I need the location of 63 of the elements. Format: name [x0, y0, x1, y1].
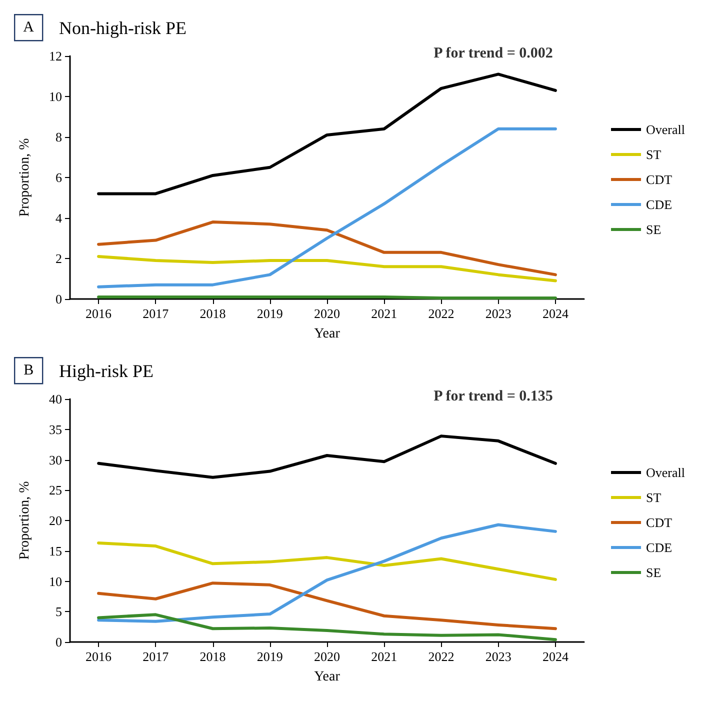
legend-label: ST [646, 147, 662, 162]
x-tick-label: 2018 [200, 306, 226, 321]
y-tick-label: 30 [49, 452, 62, 468]
y-tick-label: 5 [56, 604, 62, 620]
y-tick-label: 20 [49, 513, 62, 528]
legend-label: CDT [646, 172, 672, 187]
line-series [97, 523, 557, 623]
y-axis-title: Proportion, % [18, 138, 32, 217]
y-tick-label: 6 [56, 170, 62, 185]
y-tick-label: 12 [49, 48, 62, 64]
legend-label: SE [646, 222, 662, 237]
y-tick-label: 10 [49, 574, 62, 589]
annotation: P for trend = 0.135 [434, 388, 553, 404]
y-tick-label: 0 [56, 634, 62, 650]
legend-label: ST [646, 490, 662, 505]
y-tick-label: 4 [56, 210, 62, 226]
line-series [97, 434, 557, 479]
line-series [97, 582, 557, 630]
text: B [24, 362, 34, 379]
x-tick-label: 2022 [428, 306, 454, 321]
x-tick-label: 2017 [142, 306, 170, 321]
y-tick-label: 10 [49, 89, 62, 104]
annotation: P for trend = 0.002 [434, 46, 553, 62]
line-series [97, 613, 557, 642]
x-tick-label: 2016 [86, 649, 112, 664]
x-tick-label: 2019 [256, 649, 283, 664]
text: A [23, 20, 34, 36]
y-axis-title: Proportion, % [18, 480, 32, 560]
y-tick-label: 15 [49, 543, 62, 558]
x-tick-label: 2023 [485, 649, 512, 664]
x-tick-label: 2023 [485, 306, 512, 321]
line-series [97, 220, 557, 276]
chart-title: High-risk PE [59, 361, 154, 381]
line-series [97, 72, 557, 196]
line-series [97, 127, 557, 288]
x-tick-label: 2021 [371, 306, 398, 321]
x-axis-title: Year [314, 326, 340, 342]
legend-label: SE [646, 565, 662, 580]
legend-label: CDT [646, 515, 672, 530]
x-axis-title: Year [314, 670, 340, 684]
x-tick-label: 2020 [314, 306, 340, 321]
x-tick-label: 2024 [542, 649, 569, 664]
y-tick-label: 35 [49, 422, 62, 437]
y-tick-label: 2 [56, 251, 62, 266]
x-tick-label: 2024 [542, 306, 569, 321]
legend-label: Overall [646, 465, 686, 480]
line-series [97, 541, 557, 581]
y-tick-label: 40 [49, 392, 62, 406]
y-tick-label: 0 [56, 292, 62, 306]
legend-label: Overall [646, 122, 686, 137]
x-tick-label: 2017 [142, 649, 170, 664]
legend-label: CDE [646, 197, 672, 212]
x-tick-label: 2019 [256, 306, 283, 321]
x-tick-label: 2020 [314, 649, 340, 664]
x-tick-label: 2016 [86, 306, 112, 321]
y-tick-label: 25 [49, 482, 62, 498]
x-tick-label: 2022 [428, 649, 454, 664]
x-tick-label: 2018 [200, 649, 226, 664]
chart-title: Non-high-risk PE [59, 18, 186, 38]
x-tick-label: 2021 [371, 649, 398, 664]
y-tick-label: 8 [56, 130, 62, 144]
line-series [97, 254, 557, 282]
legend-label: CDE [646, 540, 672, 555]
